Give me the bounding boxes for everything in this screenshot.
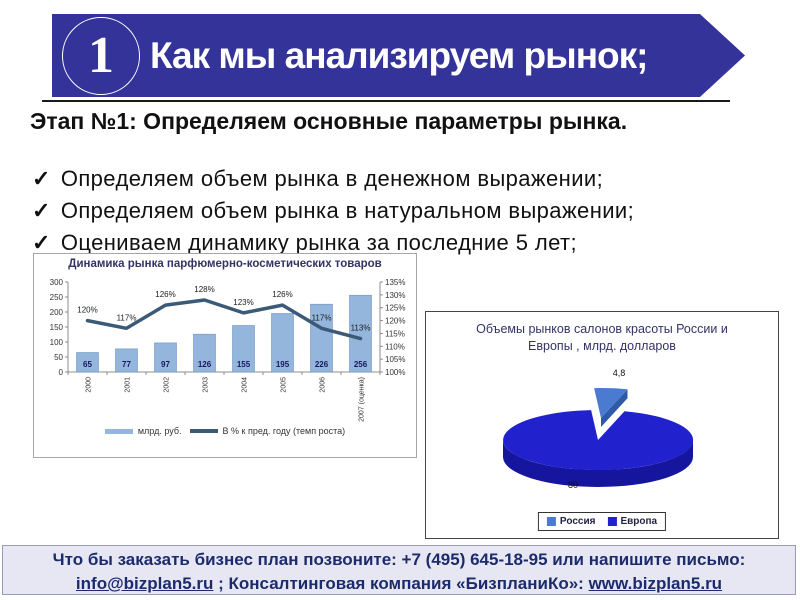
bar (310, 303, 333, 373)
europe-value-label: 80 (568, 480, 578, 490)
website-link[interactable]: www.bizplan5.ru (588, 574, 723, 593)
growth-line (85, 298, 363, 341)
x-category-label: 2005 (281, 377, 288, 393)
bullet-text: Определяем объем рынка в натуральном выр… (60, 198, 635, 223)
pie-title-line1: Объемы рынков салонов красоты России и (476, 322, 728, 336)
europe-swatch (607, 517, 617, 526)
pie-chart-title: Объемы рынков салонов красоты России и Е… (426, 321, 778, 355)
bullet-item: ✓ Определяем объем рынка в натуральном вы… (32, 198, 634, 224)
bar-value-label: 256 (354, 360, 368, 369)
left-axis-tick-label: 300 (50, 278, 64, 287)
right-axis-tick-label: 120% (385, 317, 405, 326)
bar-value-label: 126 (198, 360, 212, 369)
stage-heading: Этап №1: Определяем основные параметры р… (30, 108, 628, 134)
russia-swatch (546, 517, 556, 526)
email-link[interactable]: info@bizplan5.ru (75, 574, 214, 593)
footer-line2: info@bizplan5.ru ; Консалтинговая компан… (3, 572, 795, 596)
x-category-label: 2004 (242, 377, 249, 393)
growth-point-label: 120% (77, 306, 97, 315)
russia-slice (594, 388, 628, 418)
bar (154, 342, 177, 373)
bar (115, 348, 138, 373)
russia-value-label: 4,8 (613, 368, 626, 378)
russia-label: Россия (559, 516, 596, 527)
bullet-text: Оцениваем динамику рынка за последние 5 … (60, 230, 577, 255)
combo-chart-legend: млрд. руб. В % к пред. году (темп роста) (34, 426, 416, 436)
footer-line1: Что бы заказать бизнес план позвоните: +… (52, 550, 746, 569)
bar-value-label: 77 (122, 360, 131, 369)
line-series-label: В % к пред. году (темп роста) (222, 426, 346, 436)
market-dynamics-chart: 0 50 100 150 200 250 300 100% 105% 110% 115% 120% 12… (33, 253, 417, 458)
step-number-circle: 1 (62, 17, 140, 95)
right-axis-tick-label: 100% (385, 368, 405, 377)
legend-entry-line: В % к пред. году (темп роста) (189, 426, 346, 436)
bar (193, 333, 216, 373)
x-category-label: 2002 (164, 377, 171, 393)
bar (271, 313, 294, 373)
growth-point-label: 113% (351, 324, 371, 333)
footer-contact-band: Что бы заказать бизнес план позвоните: +… (2, 545, 796, 595)
bullet-text: Определяем объем рынка в денежном выраже… (60, 166, 604, 191)
growth-point-label: 128% (194, 285, 214, 294)
growth-point-label: 123% (233, 298, 253, 307)
bar-value-label: 226 (315, 360, 329, 369)
x-category-label: 2000 (86, 377, 93, 393)
combo-chart-canvas: 0 50 100 150 200 250 300 100% 105% 110% 115% 120% 12… (50, 278, 406, 422)
divider-line (42, 100, 730, 102)
left-axis-tick-label: 200 (50, 308, 64, 317)
pie-title-line2: Европы , млрд. долларов (528, 339, 676, 353)
europe-slice-side (503, 440, 693, 487)
legend-entry-russia: Россия (546, 516, 596, 527)
check-icon: ✓ (32, 230, 51, 255)
bar-series-label: млрд. руб. (137, 426, 182, 436)
check-icon: ✓ (32, 166, 51, 191)
growth-point-label: 126% (155, 290, 175, 299)
footer-middle-text: ; Консалтинговая компания «БизпланиКо»: (213, 574, 589, 593)
bar-value-label: 195 (276, 360, 290, 369)
x-category-label: 2006 (320, 377, 327, 393)
right-axis-tick-label: 105% (385, 355, 405, 364)
left-axis-tick-label: 50 (54, 353, 63, 362)
right-axis-tick-label: 130% (385, 291, 405, 300)
left-axis-tick-label: 250 (50, 293, 64, 302)
right-axis-tick-label: 125% (385, 304, 405, 313)
bar (349, 294, 372, 373)
bar-value-label: 65 (83, 360, 92, 369)
right-axis-tick-label: 110% (385, 342, 405, 351)
bullet-item: ✓ Оцениваем динамику рынка за последние 5… (32, 230, 634, 256)
left-axis-tick-label: 100 (50, 338, 64, 347)
russia-slice-side (601, 389, 628, 427)
bar-value-label: 97 (161, 360, 170, 369)
step-number: 1 (88, 27, 114, 84)
left-axis-tick-label: 150 (50, 323, 64, 332)
header-banner (52, 14, 745, 97)
pie-chart-canvas: 4,8 80 (503, 368, 694, 490)
europe-label: Европа (620, 516, 658, 527)
left-axis-tick-label: 0 (59, 368, 64, 377)
x-category-label: 2003 (203, 377, 210, 393)
x-category-label: 2007 (оценка) (359, 377, 366, 422)
legend-entry-europe: Европа (607, 516, 657, 527)
check-icon: ✓ (32, 198, 51, 223)
pie-chart-legend: Россия Европа (537, 512, 667, 531)
right-axis-tick-label: 115% (385, 329, 405, 338)
bar (232, 325, 255, 373)
x-category-label: 2001 (125, 377, 132, 393)
bar-value-label: 155 (237, 360, 251, 369)
legend-entry-bars: млрд. руб. (104, 426, 182, 436)
europe-slice (503, 410, 694, 471)
growth-point-label: 117% (117, 313, 137, 322)
bar (76, 352, 99, 373)
bar-series-swatch (104, 428, 133, 434)
bullet-item: ✓ Определяем объем рынка в денежном выраж… (32, 166, 634, 192)
line-series-swatch (189, 429, 218, 433)
right-axis-tick-label: 135% (385, 278, 405, 287)
bullet-list: ✓ Определяем объем рынка в денежном выраж… (32, 166, 634, 262)
combo-chart-title: Динамика рынка парфюмерно-косметических … (68, 258, 382, 270)
beauty-salon-pie-chart: 4,8 80 Объемы рынков салонов красоты Росс… (425, 311, 779, 539)
slide-title: Как мы анализируем рынок; (150, 35, 648, 76)
growth-point-label: 117% (312, 313, 332, 322)
growth-point-label: 126% (272, 290, 292, 299)
